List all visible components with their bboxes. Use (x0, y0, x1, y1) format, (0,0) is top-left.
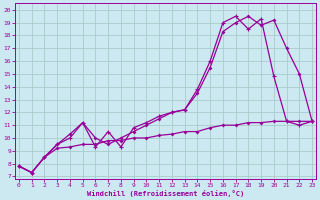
X-axis label: Windchill (Refroidissement éolien,°C): Windchill (Refroidissement éolien,°C) (87, 190, 244, 197)
